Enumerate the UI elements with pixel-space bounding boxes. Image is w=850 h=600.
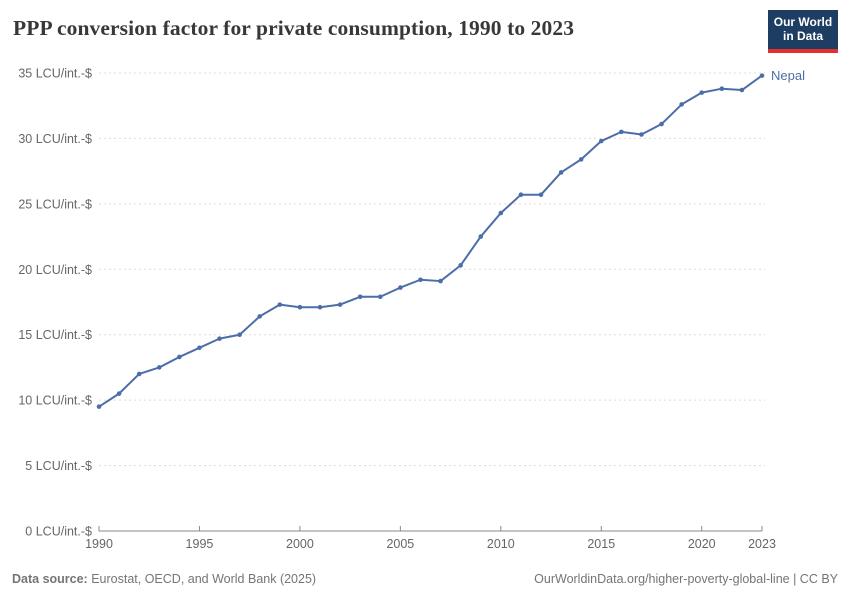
- data-point-marker[interactable]: [699, 90, 705, 95]
- data-point-marker[interactable]: [217, 336, 222, 341]
- x-axis-tick-label: 2020: [688, 537, 716, 551]
- data-point-marker[interactable]: [418, 277, 423, 283]
- data-point-marker[interactable]: [398, 285, 403, 290]
- x-axis-tick-label: 2010: [487, 537, 515, 551]
- chart-title: PPP conversion factor for private consum…: [13, 16, 575, 40]
- y-axis-tick-label: 10 LCU/int.-$: [18, 394, 92, 408]
- data-point-marker[interactable]: [719, 86, 725, 92]
- x-axis-tick-label: 1995: [186, 537, 214, 551]
- data-point-marker[interactable]: [257, 314, 263, 319]
- owid-logo[interactable]: Our World in Data: [768, 10, 838, 53]
- y-axis-tick-label: 20 LCU/int.-$: [18, 263, 92, 277]
- data-source-note: Data source: Eurostat, OECD, and World B…: [12, 572, 316, 586]
- data-point-marker[interactable]: [136, 371, 142, 377]
- data-point-marker[interactable]: [438, 278, 443, 284]
- data-source-text: Eurostat, OECD, and World Bank (2025): [87, 572, 317, 586]
- data-point-marker[interactable]: [377, 294, 383, 300]
- data-point-marker[interactable]: [518, 192, 524, 197]
- y-axis-tick-label: 35 LCU/int.-$: [18, 67, 92, 81]
- data-point-marker[interactable]: [679, 102, 684, 107]
- chart-footer: Data source: Eurostat, OECD, and World B…: [12, 572, 838, 586]
- x-axis-tick-label: 2005: [386, 537, 414, 551]
- x-axis-tick-label: 1990: [85, 537, 113, 551]
- data-point-marker[interactable]: [639, 132, 644, 137]
- data-source-label: Data source:: [12, 572, 88, 586]
- y-axis-tick-label: 0 LCU/int.-$: [25, 525, 92, 539]
- data-point-marker[interactable]: [156, 365, 162, 370]
- data-point-marker[interactable]: [578, 157, 584, 162]
- data-point-marker[interactable]: [277, 302, 283, 307]
- y-axis-tick-label: 30 LCU/int.-$: [18, 132, 92, 146]
- data-point-marker[interactable]: [96, 404, 102, 409]
- x-axis-tick-label: 2023: [748, 537, 776, 551]
- owid-logo-line1: Our World: [773, 14, 833, 29]
- data-point-marker[interactable]: [558, 170, 564, 175]
- owid-logo-line2: in Data: [782, 28, 823, 43]
- data-point-marker[interactable]: [759, 73, 765, 78]
- x-axis-tick-label: 2015: [587, 537, 615, 551]
- data-point-marker[interactable]: [357, 294, 363, 300]
- data-point-marker[interactable]: [498, 210, 504, 216]
- data-point-marker[interactable]: [538, 192, 544, 197]
- data-point-marker[interactable]: [116, 391, 122, 396]
- series-line[interactable]: [98, 74, 763, 408]
- y-axis-tick-label: 5 LCU/int.-$: [25, 459, 92, 473]
- data-point-marker[interactable]: [619, 129, 624, 135]
- data-point-marker[interactable]: [317, 304, 323, 310]
- data-point-marker[interactable]: [177, 354, 182, 360]
- data-point-marker[interactable]: [739, 87, 745, 93]
- x-axis-tick-label: 2000: [286, 537, 314, 551]
- data-point-marker[interactable]: [659, 121, 664, 127]
- y-axis-tick-label: 25 LCU/int.-$: [18, 197, 92, 211]
- data-point-marker[interactable]: [197, 345, 202, 351]
- attribution-link[interactable]: OurWorldinData.org/higher-poverty-global…: [534, 572, 838, 586]
- data-point-marker[interactable]: [237, 332, 242, 338]
- data-point-marker[interactable]: [458, 263, 463, 268]
- data-point-marker[interactable]: [598, 138, 604, 144]
- data-point-marker[interactable]: [297, 304, 303, 310]
- data-point-marker[interactable]: [337, 302, 343, 307]
- data-point-marker[interactable]: [478, 234, 484, 239]
- series-end-label[interactable]: Nepal: [771, 68, 805, 83]
- y-axis-tick-label: 15 LCU/int.-$: [18, 328, 92, 342]
